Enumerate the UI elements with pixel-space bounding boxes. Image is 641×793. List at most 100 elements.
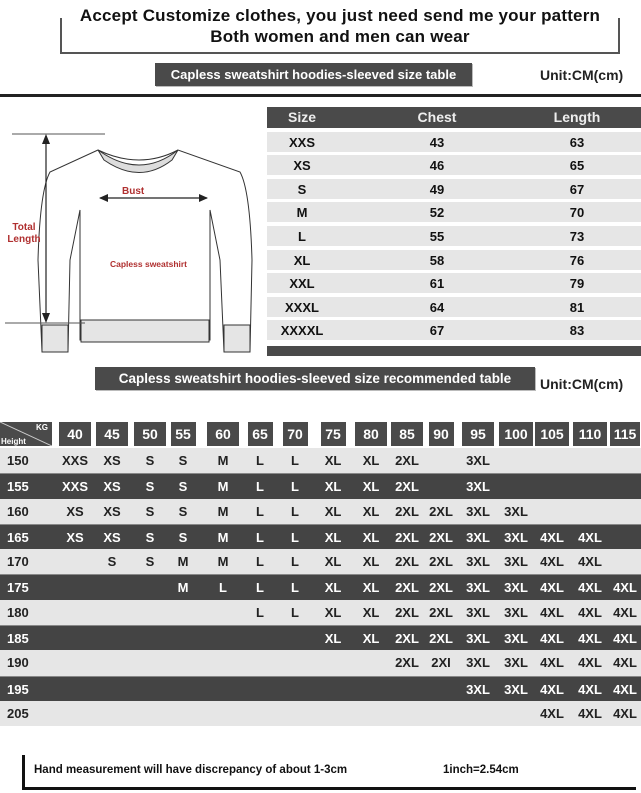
discrepancy-note: Hand measurement will have discrepancy o… (34, 764, 348, 776)
size-recommendation: M (177, 554, 189, 570)
weight-header: 50 (134, 422, 166, 446)
size-recommendation: XL (362, 604, 380, 620)
header-line-1: Accept Customize clothes, you just need … (79, 6, 601, 25)
size-recommendation: XL (324, 453, 342, 468)
size-recommendation: XS (103, 479, 121, 495)
size-recommendation: 3XL (504, 503, 528, 519)
size-recommendation: 3XL (466, 681, 490, 697)
size-recommendation: 2XL (429, 580, 453, 596)
size-recommendation: 4XL (540, 631, 564, 647)
weight-header: 115 (610, 422, 640, 446)
size-recommendation: 3XL (466, 604, 490, 620)
size-cell: XXXXL (280, 323, 324, 339)
size-recommendation: L (256, 479, 264, 495)
size-cell: XXXL (285, 299, 319, 315)
size-row: XL 58 76 (267, 249, 641, 270)
size-recommendation: 2XI (431, 655, 451, 671)
size-recommendation: S (178, 453, 188, 468)
size-recommendation: 3XL (504, 529, 528, 545)
size-recommendation: S (178, 479, 188, 495)
weight-header: 75 (320, 422, 346, 446)
size-recommendation: 3XL (466, 631, 490, 647)
size-recommendation: 4XL (578, 655, 602, 671)
recommend-row: 155 XXS XS S S M L L XL XL 2XL 3XL (0, 473, 641, 499)
size-recommendation: 3XL (504, 580, 528, 596)
size-recommendation: 3XL (466, 580, 490, 596)
size-recommendation: 2XL (395, 604, 419, 620)
size-cell: XS (293, 158, 311, 174)
size-recommendation: S (178, 503, 188, 519)
chest-cell: 64 (429, 299, 445, 315)
size-recommendation: 2XL (395, 580, 419, 596)
size-row: S 49 67 (267, 178, 641, 199)
size-recommendation: M (217, 529, 229, 545)
size-recommendation: 3XL (466, 554, 490, 570)
weight-header: 100 (499, 422, 533, 446)
bust-label: Bust (122, 186, 145, 197)
weight-header: 60 (207, 422, 239, 446)
size-row: XXXXL 67 83 (267, 320, 641, 341)
weight-header: 105 (535, 422, 569, 446)
size-recommendation: M (217, 479, 229, 495)
size-recommendation: 2XL (395, 655, 419, 671)
size-row: M 52 70 (267, 202, 641, 223)
size-recommendation: L (256, 604, 264, 620)
size-recommendation: 3XL (504, 604, 528, 620)
recommend-row: 170 S S M M L L XL XL 2XL 2XL 3XL 3XL 4XL 4XL (0, 549, 641, 575)
garment-label: Capless sweatshirt (110, 259, 188, 269)
size-recommendation: XL (324, 479, 342, 495)
size-row: XXS 43 63 (267, 131, 641, 152)
size-recommendation: 4XL (540, 655, 564, 671)
size-recommendation: 4XL (578, 529, 602, 545)
recommend-row: 175 M L L L XL XL 2XL 2XL 3XL 3XL 4XL 4XL 4XL (0, 574, 641, 600)
recommend-row: 195 3XL 3XL 4XL 4XL 4XL (0, 675, 641, 701)
size-row: XXXL 64 81 (267, 296, 641, 317)
size-recommendation: 4XL (613, 631, 637, 647)
size-recommendation: 3XL (466, 453, 490, 468)
length-cell: 65 (569, 158, 585, 174)
total-length-label: Total Length (7, 222, 41, 245)
weight-header: 110 (573, 422, 607, 446)
size-recommendation: M (217, 453, 229, 468)
length-cell: 83 (569, 323, 585, 339)
size-recommendation: L (291, 554, 299, 570)
height-cell: 175 (7, 580, 29, 596)
size-recommendation: 4XL (540, 529, 564, 545)
size-recommendation: 3XL (504, 655, 528, 671)
size-recommendation: XL (362, 554, 380, 570)
size-recommendation: XL (362, 503, 380, 519)
size-recommendation: 4XL (578, 604, 602, 620)
height-cell: 195 (7, 681, 29, 697)
size-recommendation: 4XL (578, 554, 602, 570)
size-cell: XXS (288, 134, 315, 150)
size-recommendation: 4XL (613, 681, 637, 697)
size-recommendation: 4XL (578, 580, 602, 596)
size-recommendation: M (217, 503, 229, 519)
recommend-row: 190 2XL 2XI 3XL 3XL 4XL 4XL 4XL (0, 650, 641, 676)
height-cell: 185 (7, 631, 29, 647)
height-cell: 165 (7, 529, 29, 545)
length-cell: 79 (569, 276, 585, 292)
length-cell: 81 (569, 299, 585, 315)
length-cell: 73 (569, 228, 585, 244)
size-recommendation: 3XL (466, 503, 490, 519)
footer-note: Hand measurement will have discrepancy o… (22, 755, 636, 790)
size-table-unit: Unit:CM(cm) (540, 67, 624, 83)
size-recommendation: S (178, 529, 188, 545)
size-recommendation: 2XL (429, 631, 453, 647)
weight-header: 90 (428, 422, 454, 446)
size-recommendation: L (256, 453, 264, 468)
chest-cell: 61 (429, 276, 445, 292)
recommend-table-unit: Unit:CM(cm) (540, 376, 624, 392)
size-recommendation: XL (324, 580, 342, 596)
size-cell: XXL (289, 276, 315, 292)
size-recommendation: 3XL (466, 479, 490, 495)
chest-cell: 67 (429, 323, 445, 339)
size-recommendation: XS (66, 529, 84, 545)
recommend-row: 165 XS XS S S M L L XL XL 2XL 2XL 3XL 3XL 4XL 4XL (0, 523, 641, 550)
size-recommendation: S (107, 554, 117, 570)
size-recommendation: 2XL (429, 529, 453, 545)
size-recommendation: L (219, 580, 227, 596)
size-recommendation: XL (324, 604, 342, 620)
divider (0, 94, 641, 97)
